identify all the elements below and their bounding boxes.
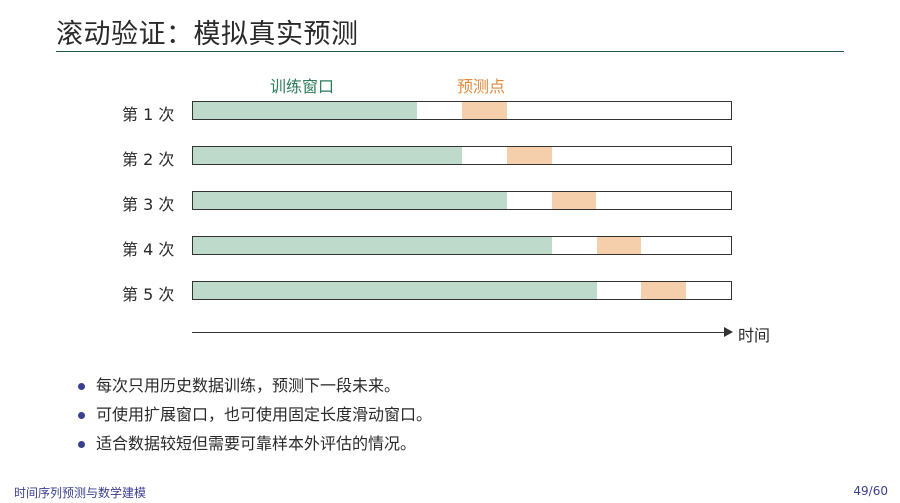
bullet-dot-icon <box>78 383 85 390</box>
prediction-point-bar <box>506 147 552 164</box>
bullet-item: 可使用扩展窗口，也可使用固定长度滑动窗口。 <box>78 404 432 433</box>
time-axis-line <box>192 332 726 333</box>
row-label-4: 第 4 次 <box>122 240 175 259</box>
legend-prediction-point: 预测点 <box>457 77 506 96</box>
bullet-item: 适合数据较短但需要可靠样本外评估的情况。 <box>78 433 432 462</box>
row-label-3: 第 3 次 <box>122 195 175 214</box>
slide-title: 滚动验证：模拟真实预测 <box>56 19 359 50</box>
bullet-list: 每次只用历史数据训练，预测下一段未来。 可使用扩展窗口，也可使用固定长度滑动窗口… <box>78 375 432 462</box>
row-track-4 <box>192 236 732 255</box>
arrow-right-icon <box>724 327 733 337</box>
bullet-dot-icon <box>78 412 85 419</box>
row-track-2 <box>192 146 732 165</box>
row-track-1 <box>192 101 732 120</box>
row-label-1: 第 1 次 <box>122 105 175 124</box>
bullet-text: 可使用扩展窗口，也可使用固定长度滑动窗口。 <box>96 405 433 424</box>
training-window-bar <box>193 192 507 209</box>
prediction-point-bar <box>551 192 597 209</box>
row-label-2: 第 2 次 <box>122 150 175 169</box>
row-track-3 <box>192 191 732 210</box>
time-axis-label: 时间 <box>738 326 771 345</box>
legend-train-window: 训练窗口 <box>270 77 335 96</box>
row-label-5: 第 5 次 <box>122 285 175 304</box>
prediction-point-bar <box>462 102 507 119</box>
training-window-bar <box>193 102 418 119</box>
prediction-point-bar <box>641 282 687 299</box>
bullet-dot-icon <box>78 441 85 448</box>
footer-page-number: 49/60 <box>853 484 888 498</box>
bullet-text: 适合数据较短但需要可靠样本外评估的情况。 <box>96 434 417 453</box>
training-window-bar <box>193 147 462 164</box>
prediction-point-bar <box>596 237 642 254</box>
row-track-5 <box>192 281 732 300</box>
bullet-item: 每次只用历史数据训练，预测下一段未来。 <box>78 375 432 404</box>
title-divider <box>56 51 844 52</box>
footer-course-title: 时间序列预测与数学建模 <box>14 486 147 500</box>
bullet-text: 每次只用历史数据训练，预测下一段未来。 <box>96 376 401 395</box>
training-window-bar <box>193 237 552 254</box>
training-window-bar <box>193 282 597 299</box>
